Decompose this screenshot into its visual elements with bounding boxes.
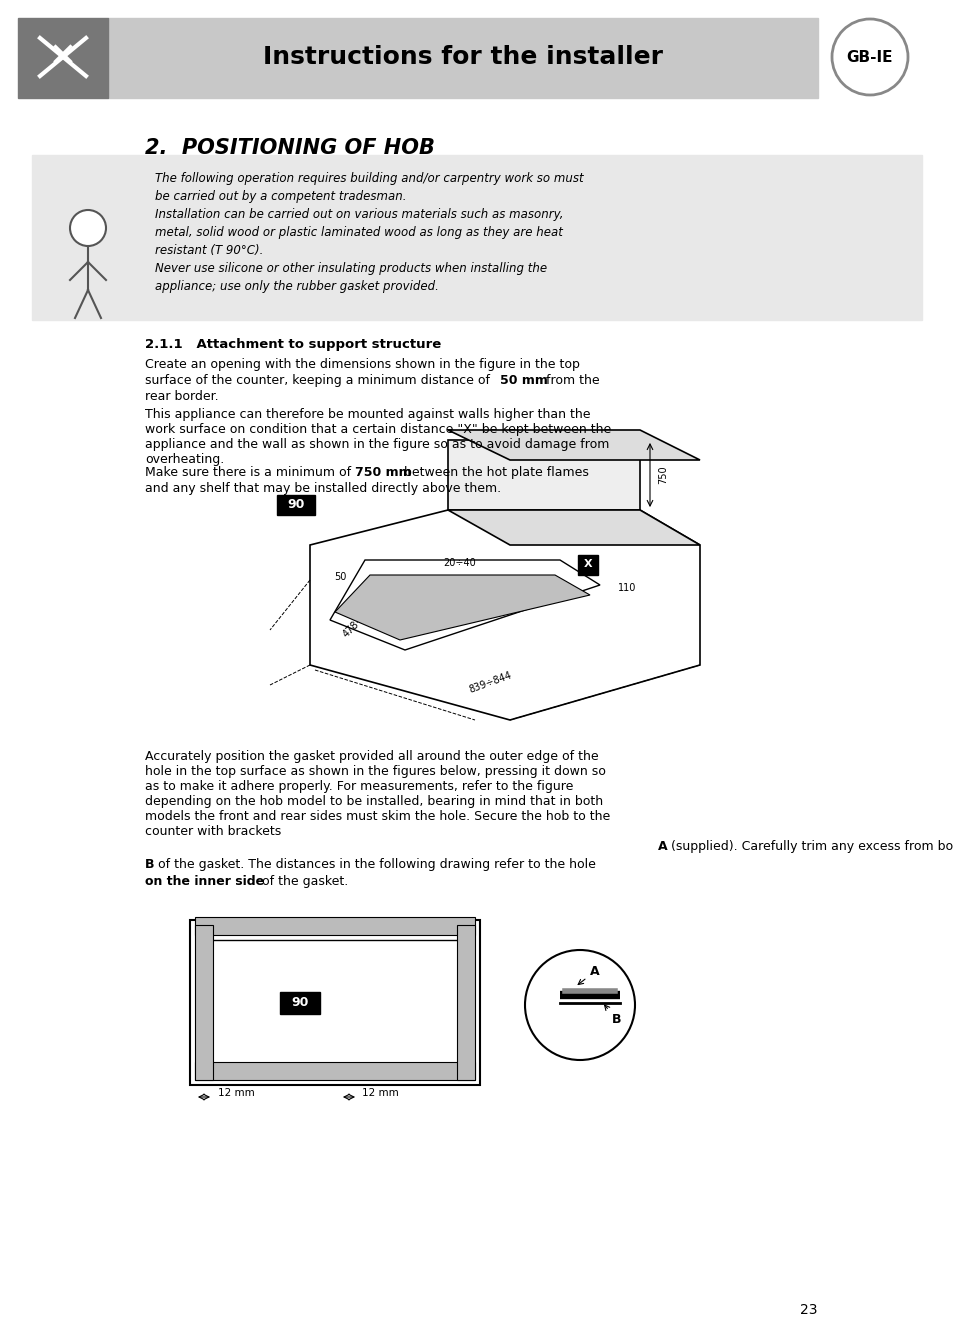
Text: ✕: ✕ bbox=[49, 40, 77, 73]
Text: Create an opening with the dimensions shown in the figure in the top: Create an opening with the dimensions sh… bbox=[145, 358, 579, 371]
Circle shape bbox=[70, 210, 106, 246]
Bar bbox=[280, 993, 319, 1014]
Polygon shape bbox=[448, 440, 639, 510]
Text: Installation can be carried out on various materials such as masonry,: Installation can be carried out on vario… bbox=[154, 208, 563, 220]
Polygon shape bbox=[330, 560, 599, 651]
Text: resistant (T 90°C).: resistant (T 90°C). bbox=[154, 244, 263, 257]
Text: 20÷40: 20÷40 bbox=[443, 558, 476, 568]
Text: A: A bbox=[578, 965, 599, 985]
Text: of the gasket. The distances in the following drawing refer to the hole: of the gasket. The distances in the foll… bbox=[153, 858, 596, 871]
Text: be carried out by a competent tradesman.: be carried out by a competent tradesman. bbox=[154, 190, 406, 203]
Text: rear border.: rear border. bbox=[145, 390, 218, 403]
Text: of the gasket.: of the gasket. bbox=[257, 875, 348, 888]
Text: The following operation requires building and/or carpentry work so must: The following operation requires buildin… bbox=[154, 172, 583, 184]
Text: X: X bbox=[583, 558, 592, 569]
Text: 23: 23 bbox=[800, 1303, 817, 1317]
Polygon shape bbox=[335, 574, 589, 640]
Text: 2.  POSITIONING OF HOB: 2. POSITIONING OF HOB bbox=[145, 138, 435, 158]
Text: Accurately position the gasket provided all around the outer edge of the
hole in: Accurately position the gasket provided … bbox=[145, 749, 610, 838]
Polygon shape bbox=[310, 510, 700, 720]
Bar bbox=[276, 496, 314, 514]
Circle shape bbox=[831, 19, 907, 95]
Bar bbox=[194, 1062, 475, 1079]
Text: 750: 750 bbox=[658, 466, 667, 485]
Text: 110: 110 bbox=[618, 582, 636, 593]
Polygon shape bbox=[448, 430, 700, 460]
Bar bbox=[578, 554, 598, 574]
Bar bbox=[194, 916, 475, 935]
Text: metal, solid wood or plastic laminated wood as long as they are heat: metal, solid wood or plastic laminated w… bbox=[154, 226, 562, 239]
Text: (supplied). Carefully trim any excess from border: (supplied). Carefully trim any excess fr… bbox=[666, 840, 953, 852]
Bar bbox=[210, 941, 459, 1065]
Text: Never use silicone or other insulating products when installing the: Never use silicone or other insulating p… bbox=[154, 262, 547, 275]
Circle shape bbox=[524, 950, 635, 1059]
Text: B: B bbox=[604, 1005, 620, 1026]
Text: 50 mm: 50 mm bbox=[499, 374, 547, 387]
Text: Instructions for the installer: Instructions for the installer bbox=[263, 45, 662, 69]
Text: and any shelf that may be installed directly above them.: and any shelf that may be installed dire… bbox=[145, 482, 500, 496]
Text: surface of the counter, keeping a minimum distance of: surface of the counter, keeping a minimu… bbox=[145, 374, 494, 387]
Bar bbox=[32, 155, 921, 321]
Text: B: B bbox=[145, 858, 154, 871]
Text: appliance; use only the rubber gasket provided.: appliance; use only the rubber gasket pr… bbox=[154, 281, 438, 293]
Bar bbox=[18, 17, 108, 98]
Text: 50: 50 bbox=[334, 572, 346, 582]
Text: 12 mm: 12 mm bbox=[361, 1088, 398, 1098]
Text: Make sure there is a minimum of: Make sure there is a minimum of bbox=[145, 466, 355, 480]
Text: 478÷482: 478÷482 bbox=[340, 600, 379, 640]
Text: 90: 90 bbox=[287, 497, 304, 510]
Text: GB-IE: GB-IE bbox=[846, 49, 892, 64]
Bar bbox=[190, 921, 479, 1085]
Text: 90: 90 bbox=[291, 995, 309, 1009]
Bar bbox=[456, 925, 475, 1079]
Bar bbox=[194, 925, 213, 1079]
Text: A: A bbox=[658, 840, 667, 852]
Text: 750 mm: 750 mm bbox=[355, 466, 411, 480]
Text: from the: from the bbox=[541, 374, 599, 387]
Text: between the hot plate flames: between the hot plate flames bbox=[399, 466, 588, 480]
Text: on the inner side: on the inner side bbox=[145, 875, 264, 888]
Polygon shape bbox=[448, 510, 700, 545]
Text: 839÷844: 839÷844 bbox=[467, 671, 513, 695]
Text: This appliance can therefore be mounted against walls higher than the
work surfa: This appliance can therefore be mounted … bbox=[145, 407, 611, 466]
Bar bbox=[108, 17, 817, 98]
Text: 2.1.1   Attachment to support structure: 2.1.1 Attachment to support structure bbox=[145, 338, 441, 351]
Text: 12 mm: 12 mm bbox=[218, 1088, 254, 1098]
